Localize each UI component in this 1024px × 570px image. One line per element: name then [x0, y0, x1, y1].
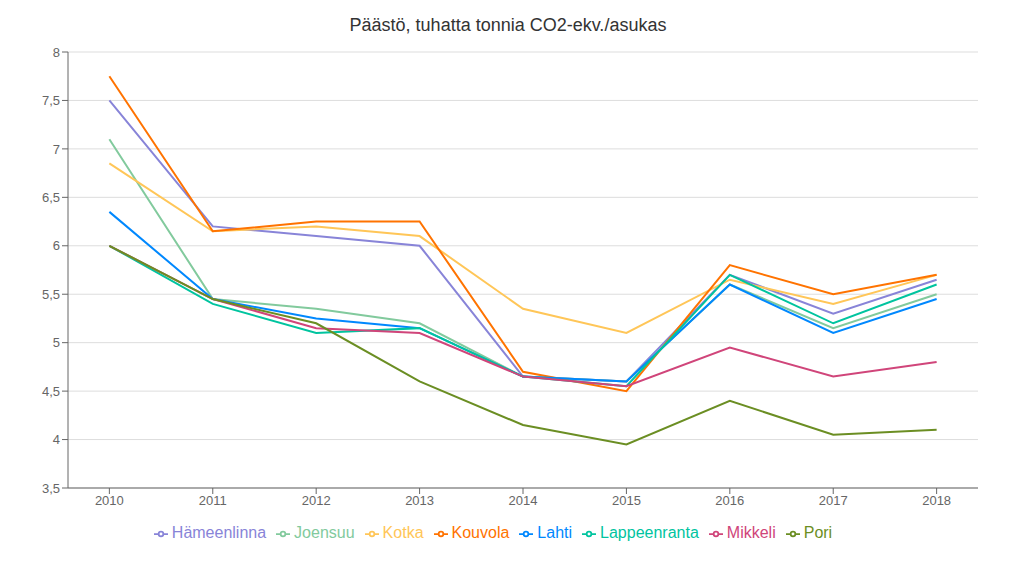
svg-text:2013: 2013	[405, 493, 434, 508]
html-text:Lahti: Lahti	[537, 524, 573, 541]
html-text:Pori: Pori	[803, 524, 833, 541]
svg-text:2017: 2017	[819, 493, 848, 508]
svg-text:6,5: 6,5	[42, 190, 60, 205]
html-text:Kotka: Kotka	[382, 524, 424, 541]
svg-text:2015: 2015	[612, 493, 641, 508]
html-text:Lappeenranta: Lappeenranta	[600, 524, 699, 541]
html-text:Kouvola: Kouvola	[451, 524, 510, 541]
svg-text:7: 7	[53, 142, 60, 157]
svg-text:4,5: 4,5	[42, 384, 60, 399]
svg-text:3,5: 3,5	[42, 481, 60, 496]
svg-text:7,5: 7,5	[42, 93, 60, 108]
svg-text:5,5: 5,5	[42, 287, 60, 302]
svg-text:6: 6	[53, 238, 60, 253]
svg-text:8: 8	[53, 45, 60, 60]
svg-text:2018: 2018	[922, 493, 951, 508]
svg-text:2012: 2012	[302, 493, 331, 508]
html-text:Mikkeli: Mikkeli	[726, 524, 776, 541]
svg-text:2010: 2010	[95, 493, 124, 508]
svg-text:5: 5	[53, 335, 60, 350]
html-text:Päästö, tuhatta tonnia CO2-ekv: Päästö, tuhatta tonnia CO2-ekv./asukas	[349, 15, 667, 35]
html-text:Joensuu: Joensuu	[294, 524, 355, 541]
svg-text:2016: 2016	[715, 493, 744, 508]
svg-text:2014: 2014	[509, 493, 538, 508]
svg-text:4: 4	[53, 432, 60, 447]
svg-text:2011: 2011	[199, 493, 227, 508]
html-text:Hämeenlinna: Hämeenlinna	[171, 524, 267, 541]
